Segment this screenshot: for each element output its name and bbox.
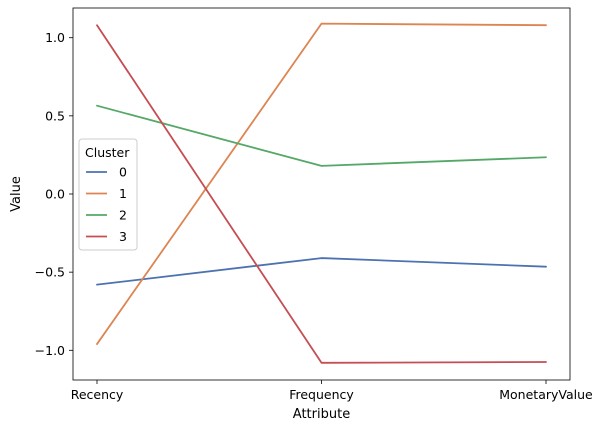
legend-title: Cluster <box>85 145 130 160</box>
y-tick-label: −0.5 <box>35 265 65 280</box>
x-tick-label: Frequency <box>289 387 354 402</box>
y-axis-label: Value <box>9 176 24 212</box>
legend-label-cluster-2: 2 <box>119 208 127 223</box>
x-axis-ticks: Recency Frequency MonetaryValue <box>71 380 593 402</box>
y-tick-label: −1.0 <box>35 343 65 358</box>
y-tick-label: 0.5 <box>45 108 65 123</box>
legend-items: 0 1 2 3 <box>86 165 127 244</box>
series-lines <box>96 22 547 364</box>
x-tick-label: Recency <box>71 387 124 402</box>
legend-box <box>78 138 138 251</box>
series-line-cluster-2 <box>96 104 547 167</box>
legend-label-cluster-0: 0 <box>119 165 127 180</box>
series-line-cluster-3 <box>96 24 547 364</box>
x-tick-label: MonetaryValue <box>499 387 593 402</box>
legend-label-cluster-3: 3 <box>119 229 127 244</box>
y-tick-label: 1.0 <box>45 30 65 45</box>
y-tick-label: 0.0 <box>45 187 65 202</box>
legend: Cluster 0 1 2 3 <box>78 138 138 251</box>
series-line-cluster-0 <box>96 257 547 286</box>
x-axis-label: Attribute <box>293 407 350 422</box>
plot-frame <box>72 7 571 381</box>
legend-label-cluster-1: 1 <box>119 186 127 201</box>
y-axis-ticks: −1.0 −0.5 0.0 0.5 1.0 <box>35 30 73 358</box>
series-line-cluster-1 <box>96 22 547 345</box>
